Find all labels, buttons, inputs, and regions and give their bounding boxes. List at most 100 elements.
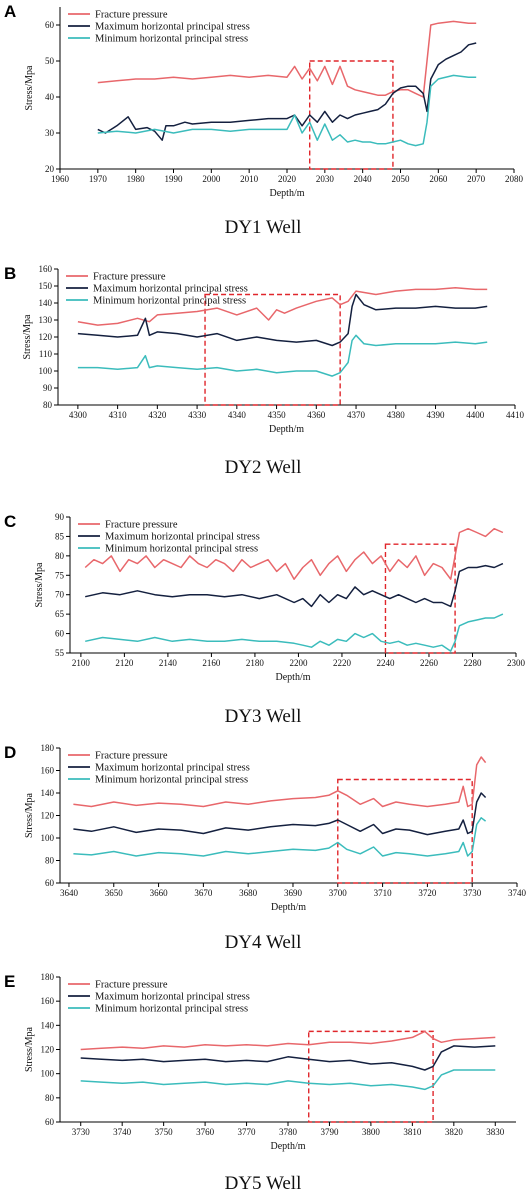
well-caption: DY2 Well [225,457,302,478]
x-tick-label: 3660 [150,888,169,898]
x-tick-label: 2080 [505,174,524,184]
x-tick-label: 3670 [194,888,213,898]
x-tick-label: 2000 [202,174,221,184]
x-tick-label: 3780 [279,1127,298,1137]
panel-e: E 3730 3740 3750 3760 3770 3780 3790 3800 3810 382… [4,972,516,1194]
y-tick-label: 160 [41,766,55,776]
y-tick-label: 85 [55,531,65,541]
y-axis-label: Stress/Mpa [24,792,35,838]
x-tick-label: 3740 [508,888,526,898]
x-tick-label: 3700 [329,888,348,898]
y-tick-label: 80 [45,1093,55,1103]
legend-entry: Maximum horizontal principal stress [95,992,250,1003]
x-tick-label: 4310 [109,410,128,420]
panel-letter: C [4,512,16,531]
x-tick-label: 3770 [238,1127,257,1137]
x-tick-label: 1970 [89,174,108,184]
x-tick-label: 2280 [463,658,482,668]
x-tick-label: 3760 [196,1127,215,1137]
series-line-max-stress [73,792,487,836]
x-axis-label: Depth/m [276,672,311,683]
x-tick-label: 2030 [316,174,335,184]
x-tick-label: 3720 [418,888,437,898]
x-tick-label: 2160 [202,658,221,668]
series-line-fracture [77,286,488,326]
x-tick-label: 2040 [354,174,373,184]
x-axis-label: Depth/m [271,902,306,913]
x-tick-label: 3650 [105,888,124,898]
x-tick-label: 2260 [420,658,439,668]
x-tick-label: 3640 [60,888,79,898]
y-tick-label: 150 [39,281,53,291]
x-tick-label: 1960 [51,174,70,184]
x-tick-label: 3740 [113,1127,132,1137]
y-tick-label: 120 [41,811,55,821]
y-tick-label: 70 [55,590,65,600]
x-tick-label: 3690 [284,888,303,898]
series-line-max-stress [77,293,488,347]
y-axis-label: Stress/Mpa [24,65,35,111]
y-tick-label: 140 [39,298,53,308]
legend-entry: Maximum horizontal principal stress [95,763,250,774]
x-tick-label: 1990 [165,174,184,184]
legend-entry: Minimum horizontal principal stress [95,775,248,786]
x-tick-label: 2300 [507,658,526,668]
x-tick-label: 2140 [159,658,178,668]
x-tick-label: 3790 [320,1127,339,1137]
x-tick-label: 4320 [148,410,167,420]
legend-entry: Minimum horizontal principal stress [95,34,248,45]
y-tick-label: 100 [39,366,53,376]
y-tick-label: 60 [45,1117,55,1127]
x-tick-label: 2010 [240,174,259,184]
x-tick-label: 2240 [376,658,395,668]
y-tick-label: 80 [45,856,55,866]
y-axis-label: Stress/Mpa [22,314,33,360]
series-line-max-stress [85,562,504,608]
x-tick-label: 4360 [307,410,326,420]
y-tick-label: 100 [41,1069,55,1079]
y-tick-label: 160 [39,264,53,274]
x-tick-label: 4300 [69,410,88,420]
y-tick-label: 120 [41,1045,55,1055]
x-tick-label: 2100 [72,658,91,668]
well-caption: DY5 Well [225,1173,302,1194]
well-caption: DY4 Well [225,932,302,953]
x-tick-label: 4370 [347,410,366,420]
panel-d: D 3640 3650 3660 3670 3680 3690 3700 3710 3720 373… [4,743,526,953]
x-tick-label: 3730 [463,888,482,898]
series-line-max-stress [80,1045,496,1071]
x-tick-label: 2070 [467,174,486,184]
x-tick-label: 2220 [333,658,352,668]
x-tick-label: 3810 [403,1127,422,1137]
series-line-fracture [84,527,504,580]
panel-b: B 4300 4310 4320 4330 4340 4350 4360 4370 4380 439… [4,264,525,478]
y-tick-label: 40 [45,92,55,102]
y-tick-label: 55 [55,648,65,658]
x-tick-label: 2050 [392,174,411,184]
legend-entry: Fracture pressure [95,751,168,762]
well-caption: DY1 Well [225,217,302,238]
highlight-interval-box [337,778,473,884]
x-tick-label: 1980 [127,174,146,184]
y-tick-label: 80 [55,551,65,561]
y-axis-label: Stress/Mpa [34,562,45,608]
x-tick-label: 4410 [506,410,525,420]
series-line-max-stress [97,42,477,141]
y-tick-label: 140 [41,788,55,798]
y-tick-label: 180 [41,743,55,753]
panel-letter: B [4,264,16,283]
series-line-fracture [80,1030,496,1051]
highlight-interval-box [384,543,456,654]
x-tick-label: 3730 [72,1127,91,1137]
y-tick-label: 20 [45,164,55,174]
y-tick-label: 110 [39,349,53,359]
x-tick-label: 3710 [374,888,393,898]
x-tick-label: 2060 [429,174,448,184]
legend-entry: Fracture pressure [95,10,168,21]
x-tick-label: 4400 [466,410,485,420]
y-tick-label: 180 [41,972,55,982]
y-tick-label: 80 [43,400,53,410]
x-tick-label: 2120 [115,658,134,668]
